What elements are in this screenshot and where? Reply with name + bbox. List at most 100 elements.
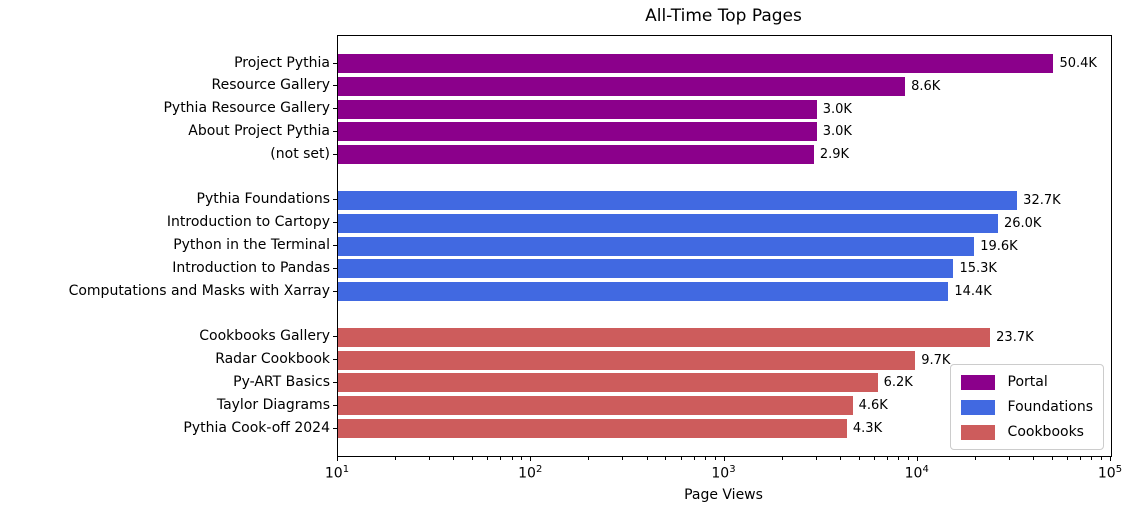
category-label: Cookbooks Gallery <box>199 328 330 345</box>
category-label: Introduction to Pandas <box>172 259 330 276</box>
legend-row-cookbooks: Cookbooks <box>960 423 1093 441</box>
x-tick-minor <box>487 457 489 460</box>
x-tick-minor <box>898 457 900 460</box>
x-tick-minor <box>815 457 817 460</box>
y-tick <box>333 267 337 269</box>
x-tick-minor <box>680 457 682 460</box>
bar-foundations-3 <box>338 259 954 279</box>
x-tick-minor <box>1051 457 1053 460</box>
bar-cookbooks-1 <box>338 350 916 370</box>
x-tick-minor <box>472 457 474 460</box>
bar-value-label: 6.2K <box>883 375 913 391</box>
bar-portal-2 <box>338 99 817 119</box>
category-label: Computations and Masks with Xarray <box>68 282 330 299</box>
y-tick <box>333 427 337 429</box>
x-tick-minor <box>907 457 909 460</box>
plot-area: Portal Foundations Cookbooks 50.4K 8.6K 3.0K… <box>337 35 1112 457</box>
x-tick-major <box>1110 457 1111 461</box>
bar-portal-4 <box>338 145 814 165</box>
bar-value-label: 3.0K <box>822 101 852 117</box>
y-tick <box>333 130 337 132</box>
bar-portal-3 <box>338 122 817 142</box>
bar-value-label: 14.4K <box>954 284 992 300</box>
category-label: Py-ART Basics <box>233 373 330 390</box>
x-tick-minor <box>693 457 695 460</box>
bar-foundations-1 <box>338 213 998 233</box>
category-label: Project Pythia <box>234 54 330 71</box>
bar-value-label: 32.7K <box>1023 192 1061 208</box>
bar-portal-1 <box>338 76 906 96</box>
y-tick <box>333 62 337 64</box>
legend-swatch-icon <box>960 424 995 440</box>
x-tick-minor <box>1033 457 1035 460</box>
x-tick-minor <box>429 457 431 460</box>
x-tick-major <box>916 457 918 461</box>
bar-value-label: 8.6K <box>911 78 941 94</box>
category-label: Pythia Resource Gallery <box>163 100 330 117</box>
x-tick-minor <box>1067 457 1069 460</box>
bar-value-label: 4.6K <box>858 398 888 414</box>
bar-cookbooks-4 <box>338 419 847 438</box>
legend-label: Portal <box>1007 374 1048 390</box>
x-tick-minor <box>873 457 875 460</box>
legend-label: Cookbooks <box>1007 424 1084 440</box>
x-tick-major <box>530 457 532 461</box>
x-tick-major <box>723 457 725 461</box>
x-axis-label: Page Views <box>684 487 763 503</box>
chart-title: All-Time Top Pages <box>645 6 802 26</box>
x-tick-minor <box>622 457 624 460</box>
x-tick-label: 103 <box>711 464 736 482</box>
x-tick-major <box>337 457 338 461</box>
x-tick-minor <box>453 457 455 460</box>
x-tick-minor <box>1091 457 1093 460</box>
category-label: Taylor Diagrams <box>216 396 330 413</box>
bar-value-label: 3.0K <box>822 124 852 140</box>
legend-row-portal: Portal <box>960 373 1093 391</box>
category-label: Pythia Cook-off 2024 <box>183 419 330 436</box>
bar-value-label: 23.7K <box>996 329 1034 345</box>
legend-label: Foundations <box>1007 399 1093 415</box>
bar-value-label: 19.6K <box>980 238 1018 254</box>
x-tick-label: 101 <box>324 464 350 482</box>
category-label: Python in the Terminal <box>173 237 330 253</box>
x-tick-minor <box>714 457 716 460</box>
bar-value-label: 2.9K <box>819 147 850 163</box>
x-tick-label: 102 <box>518 464 543 482</box>
bar-foundations-2 <box>338 236 975 256</box>
y-tick <box>333 108 337 110</box>
x-tick-minor <box>704 457 706 460</box>
category-label: (not set) <box>270 145 330 162</box>
legend: Portal Foundations Cookbooks <box>949 364 1104 450</box>
bar-cookbooks-3 <box>338 396 853 416</box>
y-tick <box>333 85 337 87</box>
y-tick <box>333 153 337 155</box>
category-label: Radar Cookbook <box>215 351 330 368</box>
y-tick <box>333 359 337 361</box>
x-tick-minor <box>511 457 513 460</box>
x-tick-minor <box>886 457 888 460</box>
category-label: Resource Gallery <box>211 77 330 94</box>
x-tick-minor <box>395 457 397 460</box>
y-tick <box>333 336 337 338</box>
y-tick <box>333 245 337 246</box>
bar-value-label: 26.0K <box>1003 215 1042 231</box>
bar-cookbooks-2 <box>338 373 878 393</box>
x-tick-minor <box>781 457 783 460</box>
x-tick-minor <box>1080 457 1082 460</box>
y-tick <box>333 404 337 406</box>
x-tick-minor <box>1101 457 1103 460</box>
x-tick-minor <box>646 457 648 460</box>
bar-foundations-0 <box>338 190 1018 210</box>
legend-swatch-icon <box>960 399 995 415</box>
y-tick <box>333 381 337 383</box>
x-tick-minor <box>588 457 590 460</box>
bar-value-label: 50.4K <box>1059 56 1097 71</box>
bar-foundations-4 <box>338 282 949 302</box>
bar-value-label: 4.3K <box>852 421 883 436</box>
category-label: Pythia Foundations <box>196 191 330 208</box>
x-tick-minor <box>500 457 502 460</box>
y-tick <box>333 199 337 201</box>
bar-value-label: 15.3K <box>959 261 997 277</box>
x-tick-minor <box>839 457 841 460</box>
